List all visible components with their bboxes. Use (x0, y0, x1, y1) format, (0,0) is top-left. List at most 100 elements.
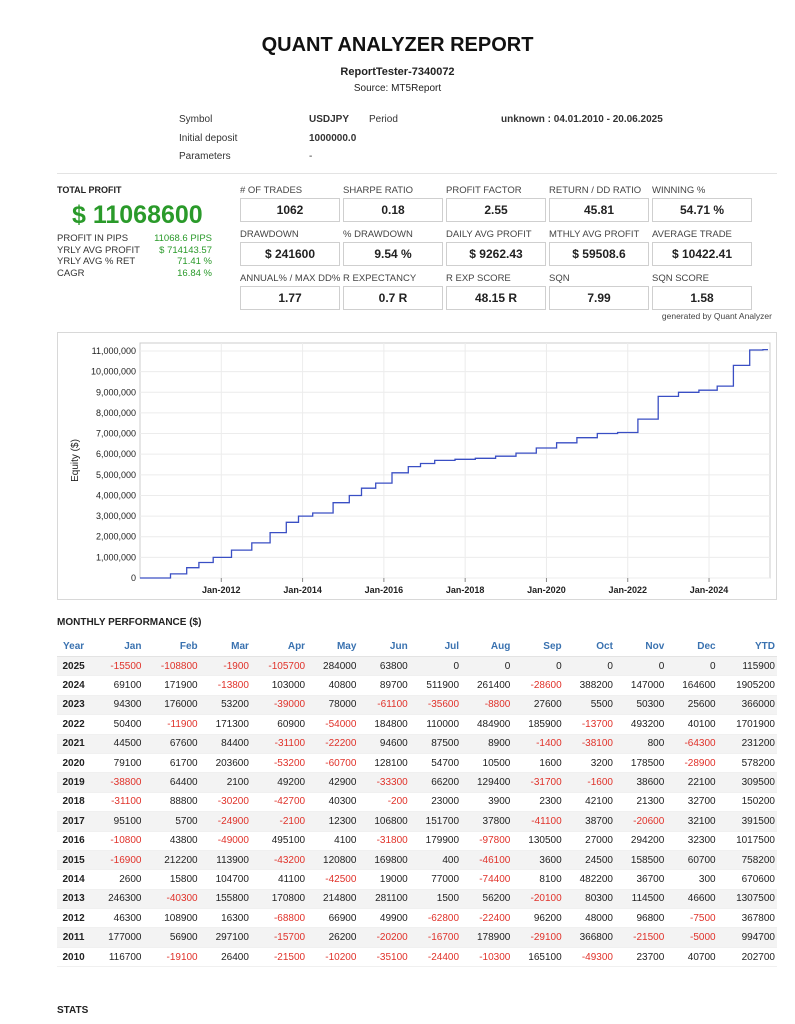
value-cell: -61100 (358, 695, 410, 716)
y-tick-label: 11,000,000 (92, 346, 136, 356)
value-cell: 155800 (199, 889, 251, 910)
metric-label: SHARPE RATIO (343, 185, 414, 196)
column-header: YTD (717, 636, 777, 657)
value-cell: 178900 (461, 927, 513, 948)
value-cell: 2100 (199, 772, 251, 793)
value-cell: 67600 (143, 734, 200, 754)
value-cell: -20600 (614, 811, 667, 832)
value-cell: 1017500 (717, 831, 777, 851)
value-cell: 202700 (717, 947, 777, 968)
value-cell: -49000 (199, 831, 251, 851)
y-tick-label: 10,000,000 (91, 367, 136, 377)
value-cell: 94600 (358, 734, 410, 754)
value-cell: 54700 (409, 753, 462, 774)
value-cell: 36700 (614, 869, 667, 890)
equity-chart-svg: 0 1,000,000 2,000,000 3,000,000 4,000,000 5,0… (70, 342, 771, 595)
metric-label: RETURN / DD RATIO (549, 185, 642, 196)
value-cell: 24500 (563, 850, 615, 871)
value-cell: -200 (358, 792, 410, 813)
metric-value: 0.7 R (343, 286, 443, 310)
value-cell: 151700 (409, 811, 462, 832)
value-cell: 23700 (614, 947, 667, 968)
metric-label: R EXP SCORE (446, 273, 511, 284)
metric-value: 0.18 (343, 198, 443, 222)
value-cell: -46100 (461, 850, 513, 871)
value-cell: 177000 (92, 927, 144, 948)
table-row: 2014 2600 15800 104700 41100 -42500 19000 77000… (57, 869, 777, 890)
value-cell: 48000 (563, 908, 615, 929)
metric-value: 54.71 % (652, 198, 752, 222)
value-cell: -28900 (666, 753, 718, 774)
value-cell: 87500 (409, 734, 462, 754)
value-cell: 0 (409, 656, 462, 677)
value-cell: 366800 (563, 927, 615, 948)
value-cell: 2300 (512, 792, 564, 813)
year-cell: 2019 (57, 772, 93, 793)
metric-label: WINNING % (652, 185, 706, 196)
metric-label: % DRAWDOWN (343, 229, 413, 240)
value-cell: -16900 (92, 850, 144, 871)
deposit-value: 1000000.0 (309, 133, 357, 144)
symbol-label: Symbol (179, 114, 213, 125)
value-cell: -62800 (409, 908, 462, 929)
value-cell: -13700 (563, 714, 615, 735)
year-cell: 2020 (57, 753, 93, 774)
side-stat-row: YRLY AVG PROFIT $ 714143.57 (57, 245, 212, 257)
value-cell: 19000 (358, 869, 410, 890)
value-cell: 115900 (717, 656, 777, 677)
metric-label: PROFIT FACTOR (446, 185, 522, 196)
value-cell: -38100 (563, 734, 615, 754)
value-cell: -40300 (143, 889, 200, 910)
column-header: Jul (409, 636, 462, 657)
value-cell: 3200 (563, 753, 615, 774)
value-cell: -28600 (512, 675, 564, 696)
value-cell: 185900 (512, 714, 564, 735)
value-cell: 26400 (199, 947, 251, 968)
value-cell: 0 (614, 656, 667, 677)
value-cell: 130500 (512, 831, 564, 851)
value-cell: 367800 (717, 908, 777, 929)
params-value: - (309, 151, 313, 162)
value-cell: 50300 (614, 695, 667, 716)
value-cell: 366000 (717, 695, 777, 716)
x-tick-label: Jan-2022 (608, 585, 647, 595)
value-cell: 495100 (250, 831, 308, 851)
value-cell: -64300 (666, 734, 718, 754)
params-label: Parameters (179, 151, 231, 162)
side-stat-value: 16.84 % (177, 267, 212, 279)
value-cell: 84400 (199, 734, 251, 754)
value-cell: 21300 (614, 792, 667, 813)
year-cell: 2024 (57, 675, 93, 696)
value-cell: 5500 (563, 695, 615, 716)
value-cell: -108800 (143, 656, 200, 677)
value-cell: 32700 (666, 792, 718, 813)
table-row: 2011 177000 56900 297100 -15700 26200 -20200 -1… (57, 927, 777, 948)
column-header: Mar (199, 636, 251, 657)
metric-card: ANNUAL% / MAX DD% 1.77 (240, 273, 340, 310)
generated-note: generated by Quant Analyzer (661, 311, 772, 321)
value-cell: 3900 (461, 792, 513, 813)
side-stat-label: YRLY AVG PROFIT (57, 244, 140, 256)
total-profit-label: TOTAL PROFIT (57, 185, 122, 195)
year-cell: 2022 (57, 714, 93, 735)
table-row: 2019 -38800 64400 2100 49200 42900 -33300 66200… (57, 772, 777, 793)
metric-card: AVERAGE TRADE $ 10422.41 (652, 229, 752, 266)
value-cell: 60900 (250, 714, 308, 735)
profit-side-stats: PROFIT IN PIPS 11068.6 PIPS YRLY AVG PROFI… (57, 233, 212, 279)
side-stat-label: CAGR (57, 267, 85, 279)
total-profit-value: $ 11068600 (72, 201, 203, 229)
x-tick-label: Jan-2014 (283, 585, 322, 595)
column-header: Aug (461, 636, 513, 657)
value-cell: -74400 (461, 869, 513, 890)
metric-value: $ 59508.6 (549, 242, 649, 266)
table-row: 2023 94300 176000 53200 -39000 78000 -61100 -35… (57, 695, 777, 716)
value-cell: 800 (614, 734, 667, 754)
value-cell: -22200 (307, 734, 359, 754)
value-cell: 22100 (666, 772, 718, 793)
value-cell: 94300 (92, 695, 144, 716)
table-header-row: Year Jan Feb Mar Apr May Jun Jul Aug Sep Oct Nov Dec… (57, 636, 777, 657)
metric-card: R EXPECTANCY 0.7 R (343, 273, 443, 310)
year-cell: 2023 (57, 695, 93, 716)
value-cell: 128100 (358, 753, 410, 774)
value-cell: -7500 (666, 908, 718, 929)
